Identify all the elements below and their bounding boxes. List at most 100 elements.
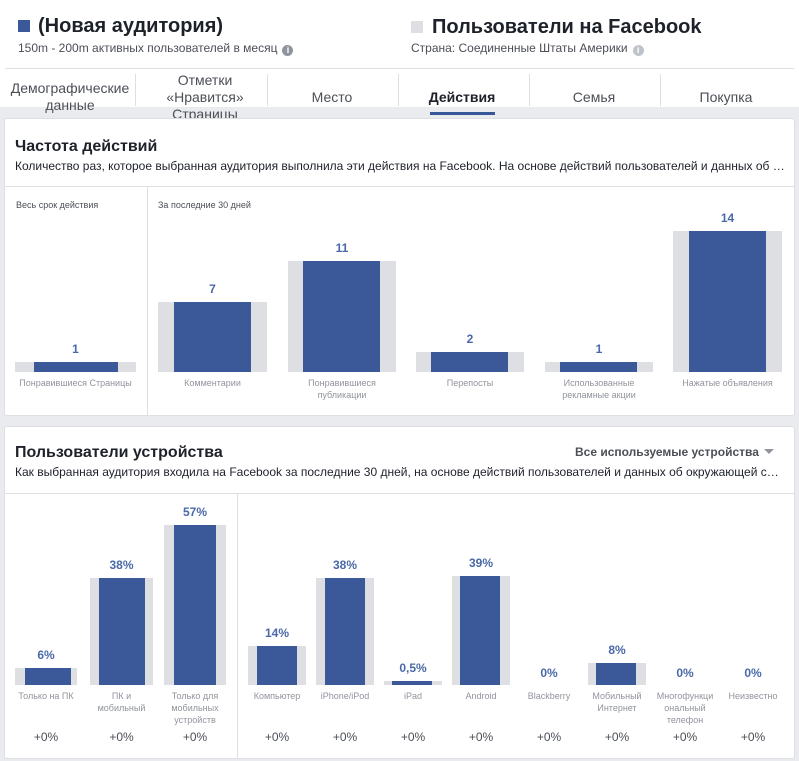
bar-value-label: 2 [466, 331, 474, 346]
label-line: мобильных [171, 703, 219, 713]
bar-category-label: Android [445, 690, 517, 702]
change-value: +0% [332, 730, 358, 744]
label-line: ПК и [111, 691, 132, 701]
change-value: +0% [400, 730, 426, 744]
label-line: Blackberry [527, 691, 571, 701]
label-line: Интернет [597, 703, 637, 713]
label-line: iPhone/iPod [320, 691, 370, 701]
label-line: Android [465, 691, 497, 701]
comparison-color-swatch [411, 21, 423, 33]
change-value: +0% [604, 730, 630, 744]
change-value: +0% [740, 730, 766, 744]
tab-activity[interactable]: Действия [399, 89, 525, 128]
change-value: +0% [264, 730, 290, 744]
bar-value-label: 39% [468, 555, 494, 570]
tab-divider [660, 74, 661, 106]
device-users-description: Как выбранная аудитория входила на Faceb… [15, 465, 785, 479]
audience-bar [596, 662, 636, 685]
tab-label: Отметки «Нравится» Страницы [166, 72, 244, 119]
lifetime-label: Весь срок действия [16, 200, 99, 210]
bar-value-label: 38% [332, 558, 358, 573]
bar-category-label: Мобильный Интернет [581, 690, 653, 714]
divider [5, 493, 794, 494]
label-line: Только на ПК [18, 691, 74, 701]
audience-bar [99, 578, 145, 685]
tab-divider [267, 74, 268, 106]
bar-value-label: 57% [182, 505, 208, 519]
tab-demographics[interactable]: Демографические данные [5, 80, 135, 119]
audience-color-swatch [18, 20, 30, 32]
bar-value-label: 1 [595, 341, 603, 356]
bar-value-label: 11 [335, 241, 349, 256]
audience-bar [431, 351, 508, 372]
comparison-subtitle: Страна: Соединенные Штаты Америки i [411, 41, 644, 56]
change-value: +0% [536, 730, 562, 744]
audience-header: (Новая аудитория) 150m - 200m активных п… [0, 0, 799, 107]
change-value: +0% [33, 730, 59, 744]
label-line: Неизвестно [728, 691, 778, 701]
tab-label: Демографические данные [10, 80, 130, 113]
tab-label: Покупка [699, 89, 753, 105]
tab-location[interactable]: Место [269, 89, 395, 128]
label-line: Только для [171, 691, 219, 701]
audience-bar [174, 525, 216, 685]
tab-label: Семья [572, 89, 616, 105]
audience-bar [25, 668, 71, 685]
bar-category-label: Компьютер [241, 690, 313, 702]
bar-category-label: Неизвестно [717, 690, 789, 702]
bar-category-label: iPad [377, 690, 449, 702]
divider [237, 493, 238, 758]
tab-page-likes[interactable]: Отметки «Нравится» Страницы [145, 72, 265, 119]
info-icon[interactable]: i [632, 45, 644, 56]
bar-value-label: 0,5% [399, 661, 427, 675]
tab-divider [398, 74, 399, 106]
device-filter-dropdown[interactable]: Все используемые устройства [575, 445, 774, 459]
activity-frequency-description: Количество раз, которое выбранная аудито… [15, 159, 785, 173]
label-line: телефон [666, 715, 704, 725]
bar-value-label: 0% [744, 666, 762, 680]
bar-category-label: Только для мобильных устройств [159, 690, 231, 726]
bar-value-label: 1 [72, 341, 79, 356]
activity-frequency-title: Частота действий [15, 138, 158, 155]
audience-size-text: 150m - 200m активных пользователей в мес… [18, 41, 278, 55]
bar-value-label: 0% [676, 666, 694, 680]
bar-category-label: ПК и мобильный [86, 690, 158, 714]
label-line: iPad [403, 691, 422, 701]
label-line: Мобильный [592, 691, 642, 701]
bar-value-label: 14 [720, 211, 735, 225]
audience-bar [325, 578, 365, 685]
bar-category-label: Нажатые объявления [682, 378, 773, 388]
tab-label: Действия [428, 89, 496, 105]
audience-bar [257, 645, 297, 685]
bar-category-label: Понравившиеся Страницы [19, 378, 132, 388]
tab-purchase[interactable]: Покупка [661, 89, 791, 128]
audience-bar [174, 301, 251, 372]
audience-subtitle: 150m - 200m активных пользователей в мес… [18, 41, 294, 56]
label-line: ональный [664, 703, 706, 713]
audience-bar [460, 575, 500, 685]
last-30-days-label: За последние 30 дней [158, 200, 251, 210]
change-value: +0% [109, 730, 134, 744]
change-value: +0% [672, 730, 698, 744]
bar-value-label: 7 [209, 281, 216, 296]
country-text: Страна: Соединенные Штаты Америки [411, 41, 628, 55]
bar-category-label: Комментарии [184, 378, 241, 388]
comparison-title: Пользователи на Facebook [432, 16, 702, 38]
audience-bar [689, 231, 766, 372]
tab-divider [135, 74, 136, 106]
bar-category-label: Blackberry [513, 690, 585, 702]
insights-tabs: Демографические данные Отметки «Нравится… [5, 68, 794, 119]
bar-category-label: Понравившиеся публикации [308, 378, 376, 400]
bar-value-label: 0% [540, 666, 558, 680]
bar-category-label: Использованные рекламные акции [562, 378, 636, 400]
label-line: Многофункци [656, 691, 714, 701]
audience-bar [392, 681, 432, 685]
bar-value-label: 6% [37, 648, 55, 663]
active-tab-indicator [430, 112, 495, 115]
info-icon[interactable]: i [282, 45, 294, 56]
tab-household[interactable]: Семья [529, 89, 659, 128]
label-line: Компьютер [253, 691, 301, 701]
label-line: мобильный [97, 703, 146, 713]
bar-value-label: 14% [264, 625, 290, 640]
device-users-title: Пользователи устройства [15, 444, 223, 461]
